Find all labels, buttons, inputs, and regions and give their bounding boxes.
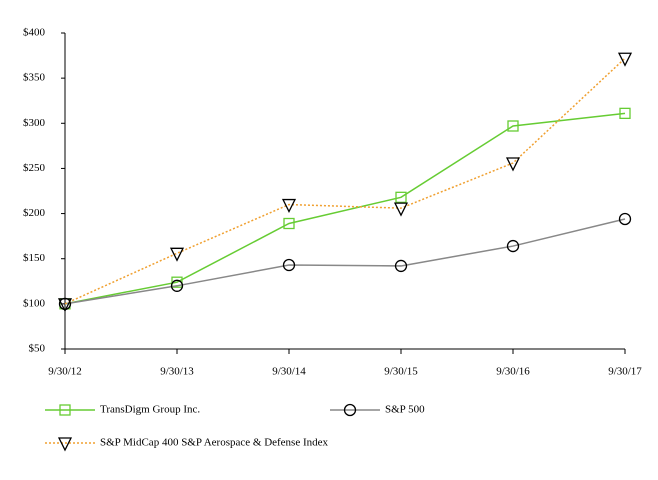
series-line bbox=[64, 57, 626, 305]
data-point bbox=[506, 239, 520, 253]
legend-label: TransDigm Group Inc. bbox=[100, 404, 200, 416]
x-tick-label: 9/30/17 bbox=[608, 366, 642, 378]
y-tick-label: $250 bbox=[23, 162, 46, 174]
data-point bbox=[394, 259, 408, 273]
data-point bbox=[619, 107, 631, 120]
data-point bbox=[57, 298, 73, 313]
data-point bbox=[170, 279, 184, 292]
data-point bbox=[395, 191, 407, 203]
x-tick-label: 9/30/15 bbox=[384, 366, 418, 378]
legend-marker bbox=[343, 403, 357, 417]
data-point bbox=[283, 217, 295, 230]
data-point bbox=[282, 258, 296, 272]
data-point bbox=[505, 157, 521, 172]
x-tick-label: 9/30/12 bbox=[48, 366, 82, 378]
series-line bbox=[64, 218, 626, 305]
y-tick-label: $400 bbox=[23, 27, 46, 39]
data-point bbox=[169, 247, 185, 262]
data-point bbox=[171, 276, 183, 288]
x-tick-label: 9/30/14 bbox=[272, 366, 306, 378]
legend-label: S&P MidCap 400 S&P Aerospace & Defense I… bbox=[100, 437, 329, 449]
legend-label: S&P 500 bbox=[385, 404, 425, 416]
y-tick-label: $350 bbox=[23, 72, 46, 84]
x-tick-label: 9/30/16 bbox=[496, 366, 530, 378]
series-line bbox=[64, 112, 626, 305]
data-point bbox=[507, 120, 519, 132]
legend-marker bbox=[59, 404, 71, 416]
legend-marker bbox=[57, 437, 73, 452]
y-tick-label: $200 bbox=[23, 207, 46, 219]
data-point bbox=[393, 202, 409, 217]
y-tick-label: $100 bbox=[23, 297, 46, 309]
y-tick-label: $300 bbox=[23, 117, 46, 129]
data-point bbox=[618, 212, 632, 226]
data-point bbox=[281, 198, 297, 213]
data-point bbox=[617, 52, 633, 67]
x-tick-label: 9/30/13 bbox=[160, 366, 194, 378]
y-tick-label: $150 bbox=[23, 252, 46, 264]
y-tick-label: $50 bbox=[29, 343, 46, 355]
